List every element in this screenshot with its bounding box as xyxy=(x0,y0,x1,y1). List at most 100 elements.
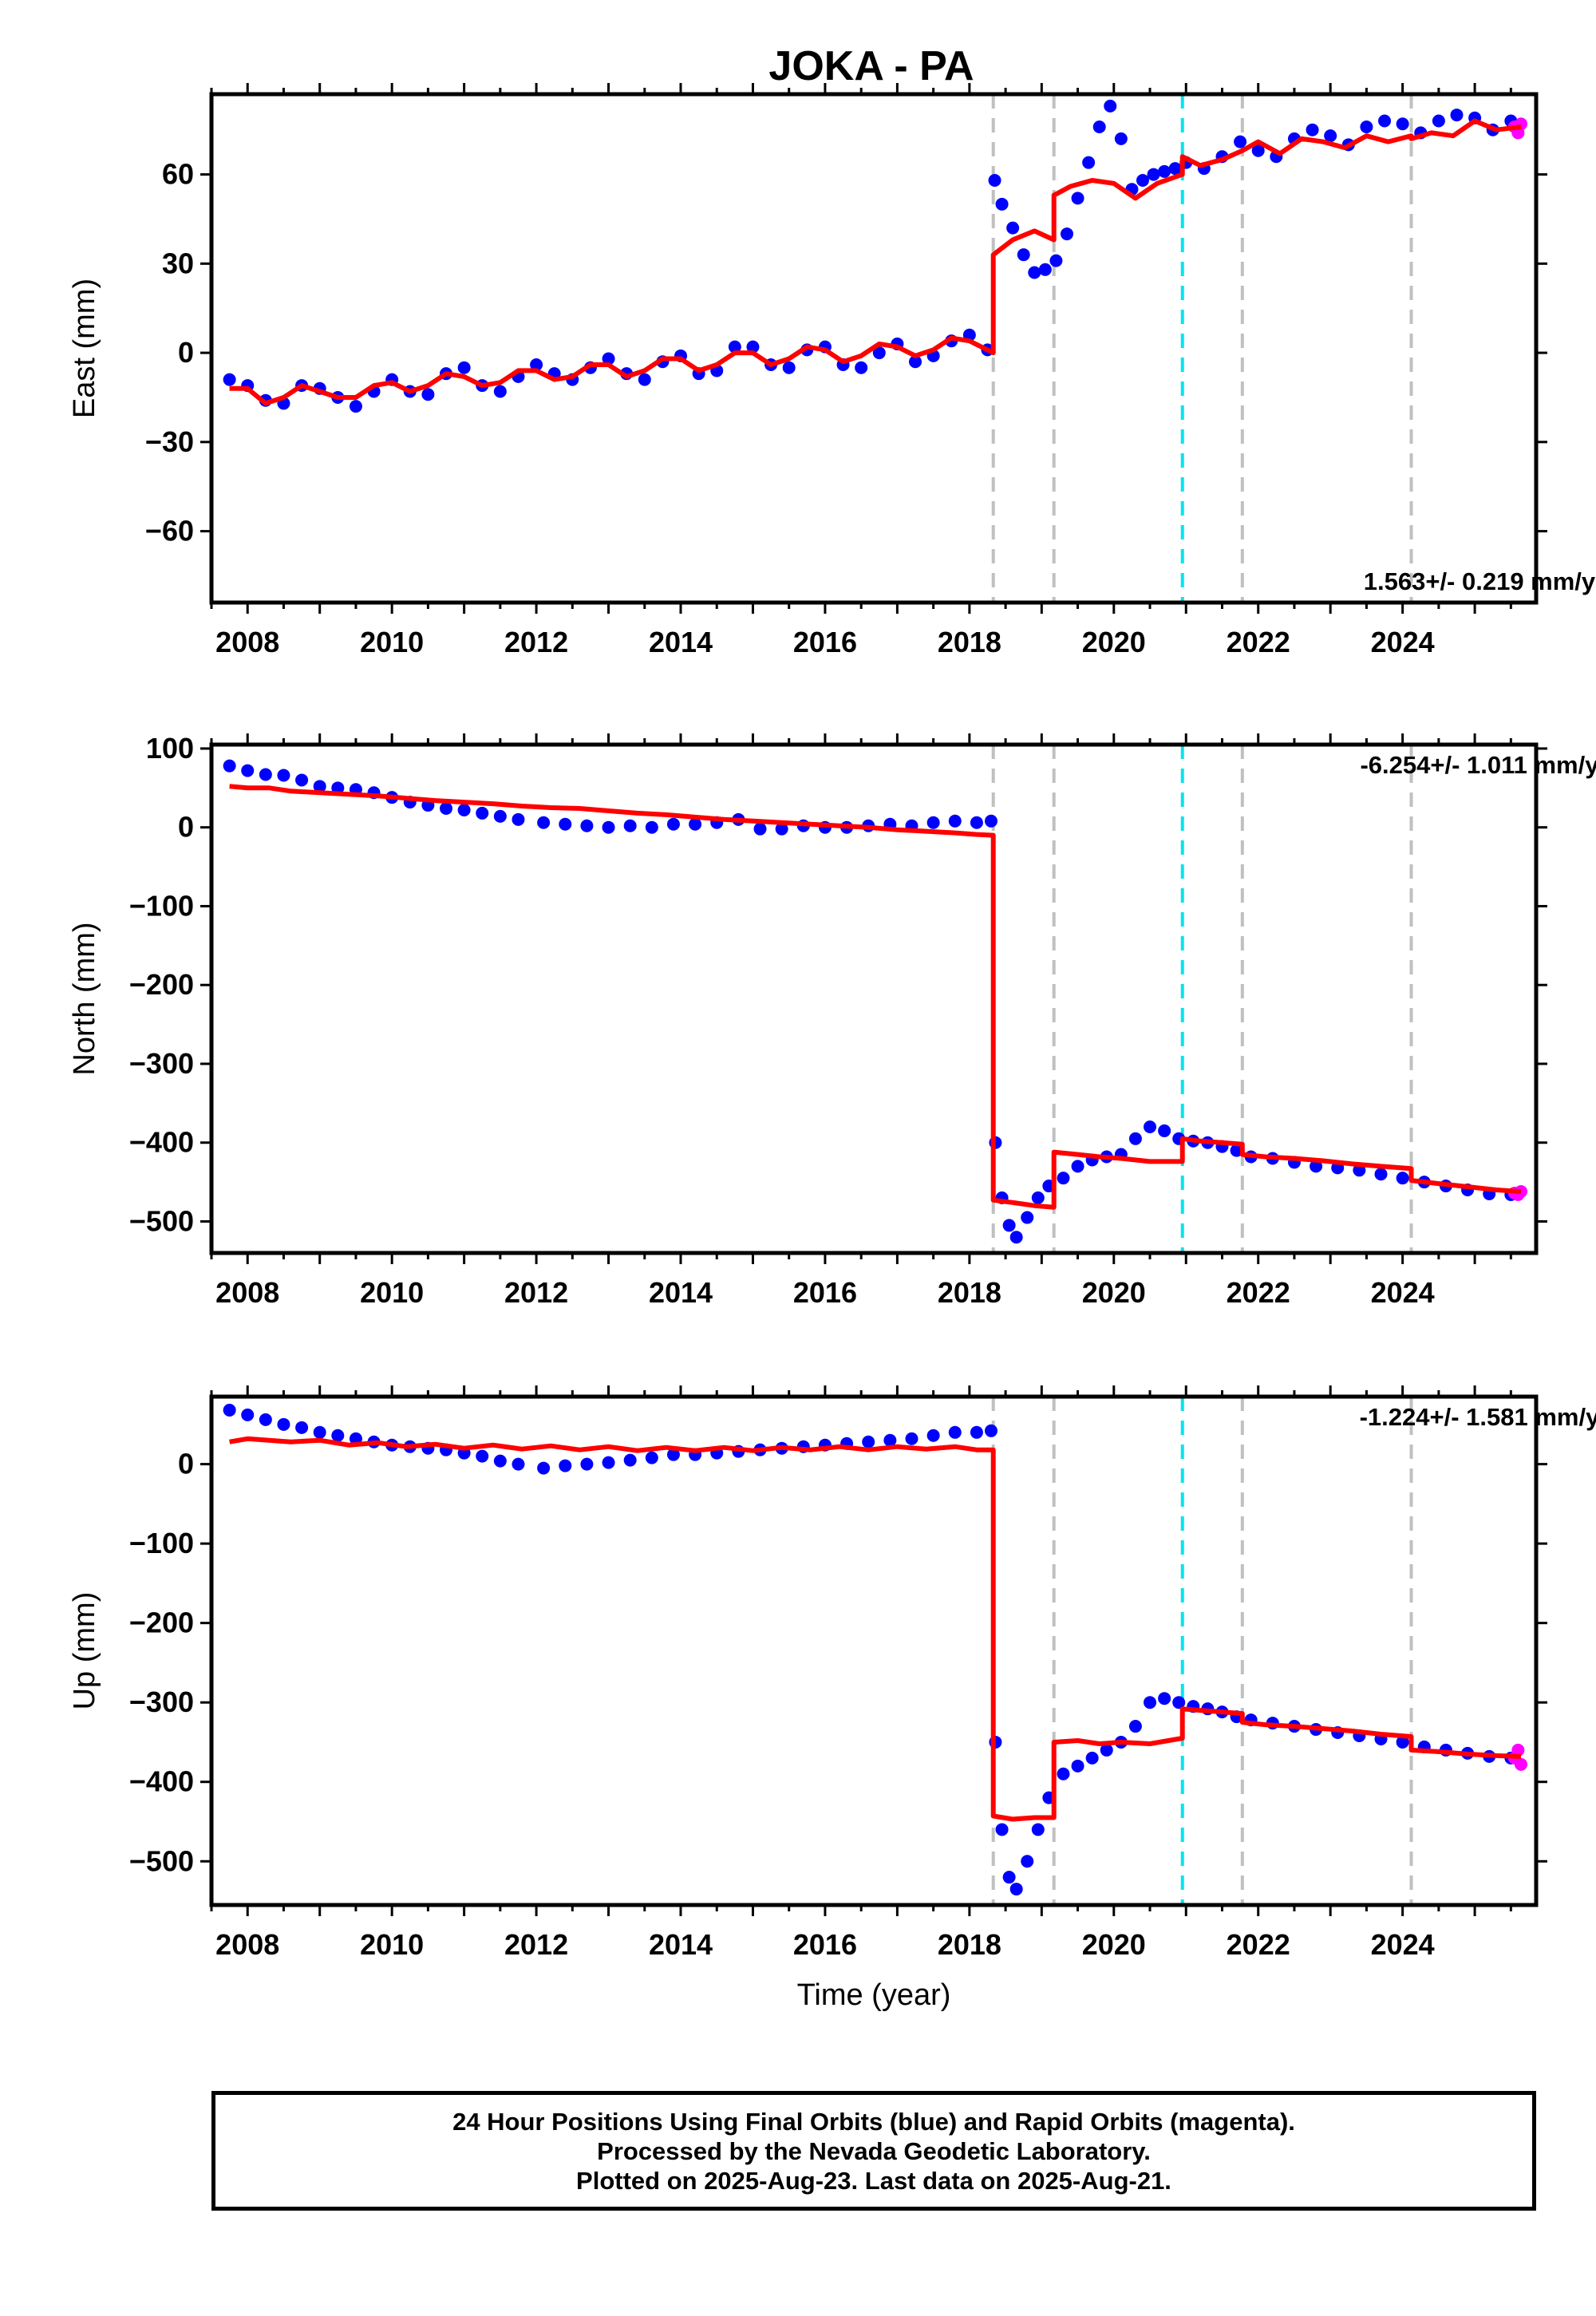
east-xtick-label: 2020 xyxy=(1082,626,1146,658)
up-series-0-point xyxy=(1057,1767,1070,1780)
north-series-0-point xyxy=(1144,1120,1157,1133)
north-series-0-point xyxy=(602,820,615,834)
north-xtick-label: 2016 xyxy=(793,1276,857,1309)
north-series-0-point xyxy=(1158,1124,1171,1137)
up-series-0-point xyxy=(241,1408,255,1421)
north-series-0-point xyxy=(313,780,326,793)
east-series-0-point xyxy=(1017,248,1030,262)
north-ylabel: North (mm) xyxy=(68,922,101,1075)
up-series-0-point xyxy=(970,1425,983,1439)
east-series-0-point xyxy=(909,355,922,369)
north-series-0 xyxy=(223,759,1518,1244)
north-series-0-point xyxy=(926,816,940,829)
east-series-0-point xyxy=(1071,192,1084,205)
up-xtick-label: 2008 xyxy=(215,1928,279,1961)
east-frame xyxy=(209,92,1539,605)
up-series-0-point xyxy=(223,1403,236,1417)
east-series-0-point xyxy=(1306,123,1319,136)
up-series-0-point xyxy=(926,1429,940,1442)
up-series-0-point xyxy=(985,1424,998,1437)
east-series-0-point xyxy=(872,346,886,360)
up-data xyxy=(223,1403,1528,1896)
north-series-0-point xyxy=(753,822,767,836)
footer-line-2: Processed by the Nevada Geodetic Laborat… xyxy=(597,2136,1151,2165)
east-series-0-point xyxy=(1147,168,1160,181)
east-ytick-label: −30 xyxy=(145,425,194,458)
east-ytick-label: −60 xyxy=(145,515,194,547)
up-xtick-label: 2018 xyxy=(938,1928,1001,1961)
east-xtick-label: 2008 xyxy=(215,626,279,658)
north-series-2-line xyxy=(229,784,1522,1210)
east-series-0-point xyxy=(223,373,236,386)
east-series-0-point xyxy=(1251,144,1265,157)
east-series-0-point xyxy=(349,400,362,413)
north-series-0-point xyxy=(457,803,471,816)
east-series-0-point xyxy=(1006,221,1020,235)
up-ytick-label: −300 xyxy=(129,1686,194,1718)
footer-line-3: Plotted on 2025-Aug-23. Last data on 202… xyxy=(576,2166,1171,2195)
north-ytick-label: −200 xyxy=(129,968,194,1001)
east-series-0-point xyxy=(1324,129,1337,143)
up-series-0-point xyxy=(948,1425,962,1439)
up-xlabel: Time (year) xyxy=(797,1978,951,2012)
east-xtick-label: 2016 xyxy=(793,626,857,658)
north-series-0-point xyxy=(259,768,272,781)
north-data xyxy=(223,759,1528,1244)
north-series-0-point xyxy=(775,822,788,836)
north-series-0-point xyxy=(559,817,572,831)
east-series-0-point xyxy=(602,352,615,366)
up-series-0-point xyxy=(537,1461,551,1475)
up-ytick-label: −200 xyxy=(129,1607,194,1639)
up-series-0-point xyxy=(295,1421,309,1434)
east-xtick-label: 2022 xyxy=(1227,626,1290,658)
north-series-0-point xyxy=(1031,1191,1045,1204)
north-rate-label: -6.254+/- 1.011 mm/yr xyxy=(1360,751,1596,779)
up-xtick-label: 2020 xyxy=(1082,1928,1146,1961)
east-series-0-point xyxy=(493,385,507,398)
up-series-0-point xyxy=(995,1823,1009,1836)
north-ytick-label: 0 xyxy=(178,811,194,844)
up-series-0-point xyxy=(512,1457,525,1471)
north-xtick-label: 2018 xyxy=(938,1276,1001,1309)
up-series-0-point xyxy=(1031,1823,1045,1836)
north-xtick-label: 2024 xyxy=(1371,1276,1435,1309)
north-xtick-label: 2014 xyxy=(649,1276,713,1309)
north-series-0-point xyxy=(689,817,702,831)
up-series-1-point xyxy=(1515,1757,1528,1771)
east-xtick-label: 2012 xyxy=(504,626,568,658)
east-panel: −60 −30 0 30 60 2008 2010 2012 2014 2016 2018 2020 2… xyxy=(68,83,1596,658)
east-data xyxy=(223,99,1528,413)
north-series-0-point xyxy=(476,806,489,820)
north-series-0-point xyxy=(970,816,983,829)
north-series-0-point xyxy=(493,809,507,823)
footer-box: 24 Hour Positions Using Final Orbits (bl… xyxy=(211,2091,1536,2211)
north-xtick-label: 2008 xyxy=(215,1276,279,1309)
up-series-0-point xyxy=(1009,1883,1023,1896)
east-ylabel: East (mm) xyxy=(68,279,101,418)
footer-line-1: 24 Hour Positions Using Final Orbits (bl… xyxy=(452,2107,1295,2136)
east-series-0-point xyxy=(638,373,651,386)
north-frame xyxy=(209,742,1539,1255)
up-series-0-point xyxy=(580,1457,594,1471)
up-xtick-label: 2022 xyxy=(1227,1928,1290,1961)
up-ytick-label: −400 xyxy=(129,1765,194,1798)
east-xtick-label: 2024 xyxy=(1371,626,1435,658)
east-series-0-point xyxy=(421,388,435,401)
east-series-0-point xyxy=(1360,120,1373,133)
up-xtick-label: 2016 xyxy=(793,1928,857,1961)
east-series-0-point xyxy=(1136,174,1149,188)
up-series-0-point xyxy=(1128,1720,1142,1733)
north-series-0-point xyxy=(512,812,525,826)
east-xtick-label: 2014 xyxy=(649,626,713,658)
north-series-0-point xyxy=(1396,1172,1409,1185)
east-series-0-point xyxy=(530,358,543,371)
up-series-0-point xyxy=(1158,1692,1171,1705)
up-xtick-label: 2014 xyxy=(649,1928,713,1961)
up-ytick-label: −100 xyxy=(129,1527,194,1559)
north-series-1-point xyxy=(1515,1184,1528,1198)
north-xtick-label: 2010 xyxy=(360,1276,424,1309)
north-ytick-label: −100 xyxy=(129,889,194,922)
east-series-0-point xyxy=(1378,114,1392,128)
east-xtick-label: 2018 xyxy=(938,626,1001,658)
north-series-0-point xyxy=(985,814,998,828)
